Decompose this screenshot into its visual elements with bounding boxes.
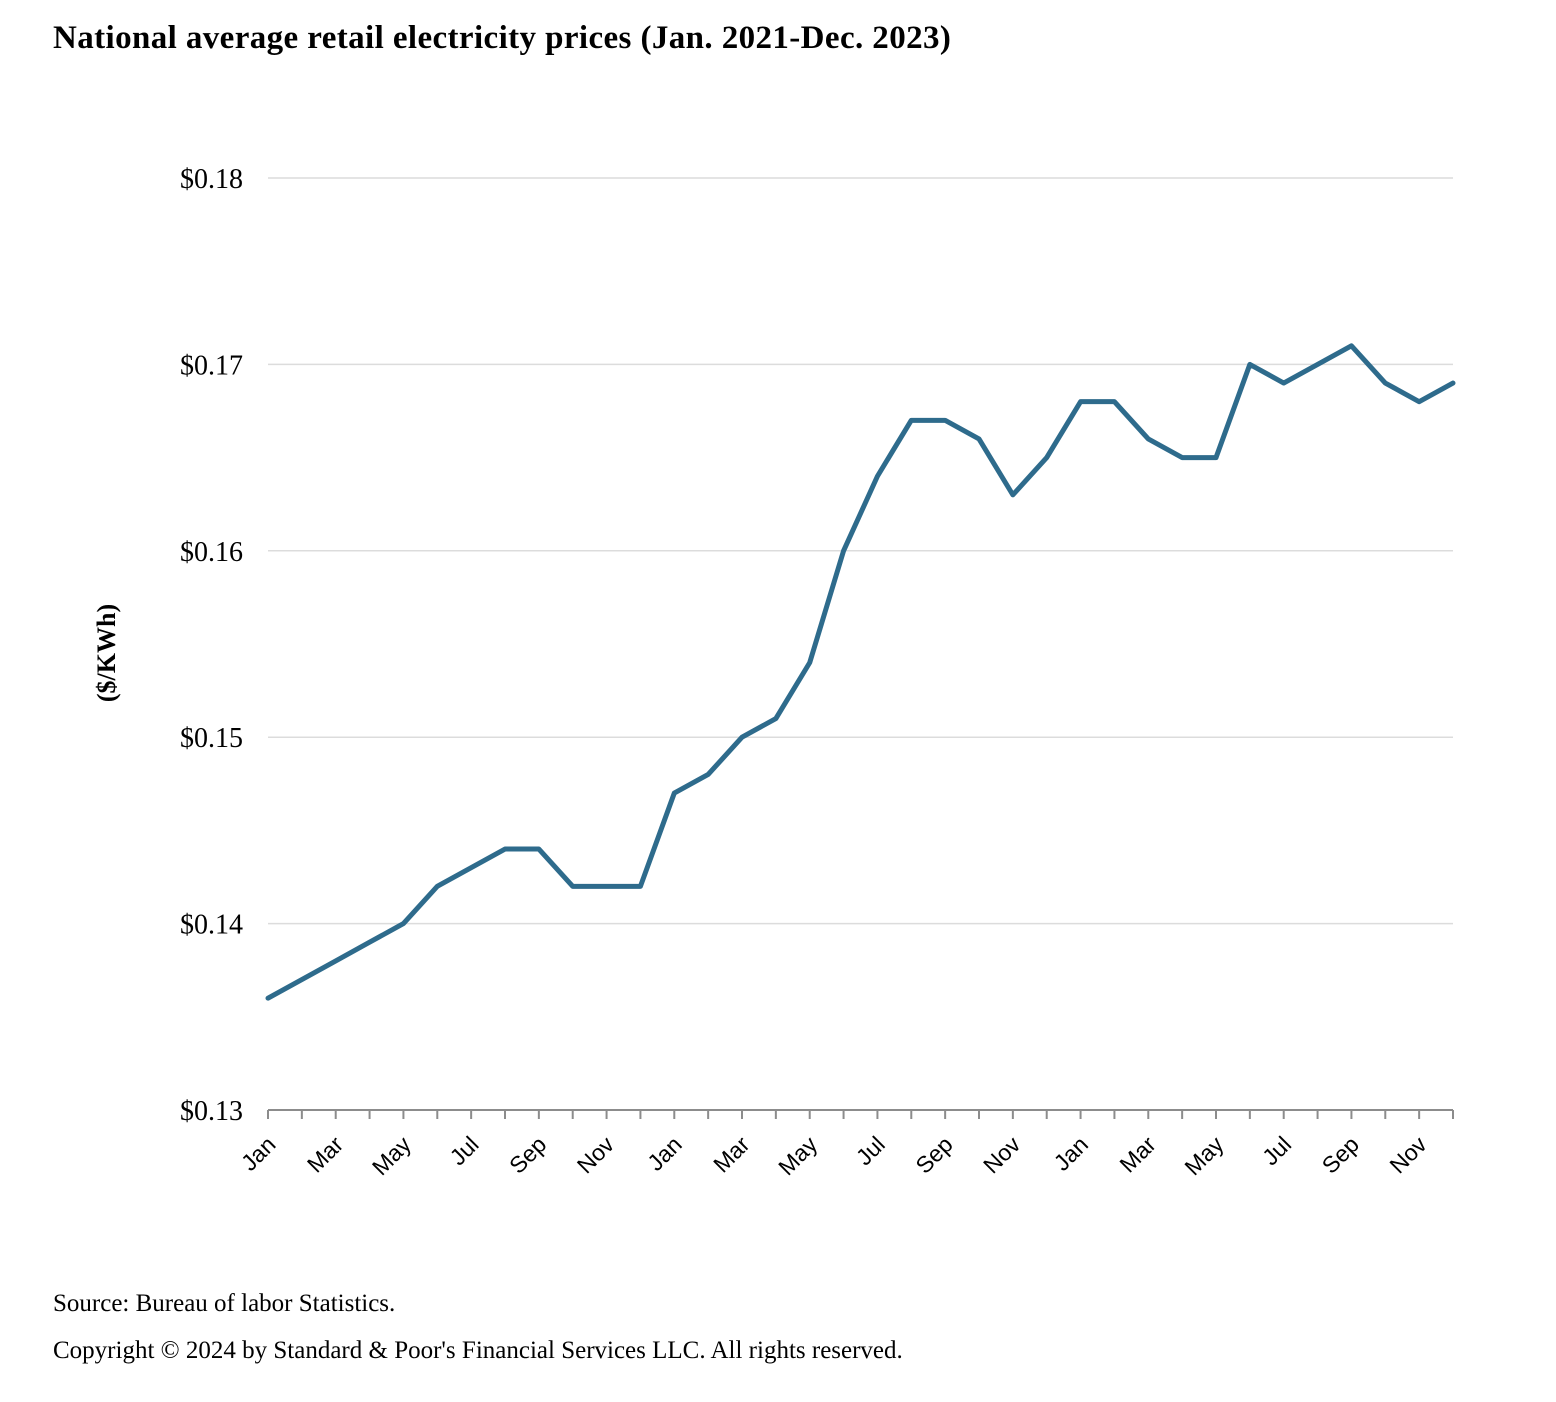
source-note: Source: Bureau of labor Statistics.: [53, 1290, 396, 1317]
x-tick-label: May: [1179, 1131, 1228, 1180]
x-tick-label: Jan: [236, 1131, 281, 1176]
y-tick-label: $0.14: [180, 910, 243, 941]
y-tick-label: $0.16: [180, 537, 243, 568]
x-tick-label: May: [773, 1131, 822, 1180]
x-tick-label: Mar: [708, 1131, 755, 1178]
x-tick-label: Mar: [302, 1131, 349, 1178]
y-tick-label: $0.17: [180, 350, 243, 381]
x-tick-label: Jul: [1257, 1131, 1296, 1170]
y-tick-label: $0.15: [180, 723, 243, 754]
y-tick-label: $0.18: [180, 164, 243, 195]
y-tick-label: $0.13: [180, 1096, 243, 1127]
x-tick-label: Nov: [1384, 1131, 1432, 1179]
x-tick-label: Jan: [1048, 1131, 1093, 1176]
page-title: National average retail electricity pric…: [53, 20, 952, 56]
x-tick-label: Jul: [445, 1131, 484, 1170]
x-tick-label: Nov: [572, 1131, 620, 1179]
x-tick-label: Sep: [1317, 1131, 1364, 1178]
x-tick-label: Mar: [1114, 1131, 1161, 1178]
x-tick-label: Jul: [851, 1131, 890, 1170]
copyright-note: Copyright © 2024 by Standard & Poor's Fi…: [53, 1337, 903, 1364]
electricity-price-line: [265, 343, 1456, 1001]
y-axis-title: ($/KWh): [92, 603, 121, 703]
x-tick-label: Sep: [504, 1131, 551, 1178]
x-tick-label: Jan: [642, 1131, 687, 1176]
x-tick-label: Nov: [978, 1131, 1026, 1179]
x-tick-label: Sep: [910, 1131, 957, 1178]
x-tick-label: May: [367, 1131, 416, 1180]
